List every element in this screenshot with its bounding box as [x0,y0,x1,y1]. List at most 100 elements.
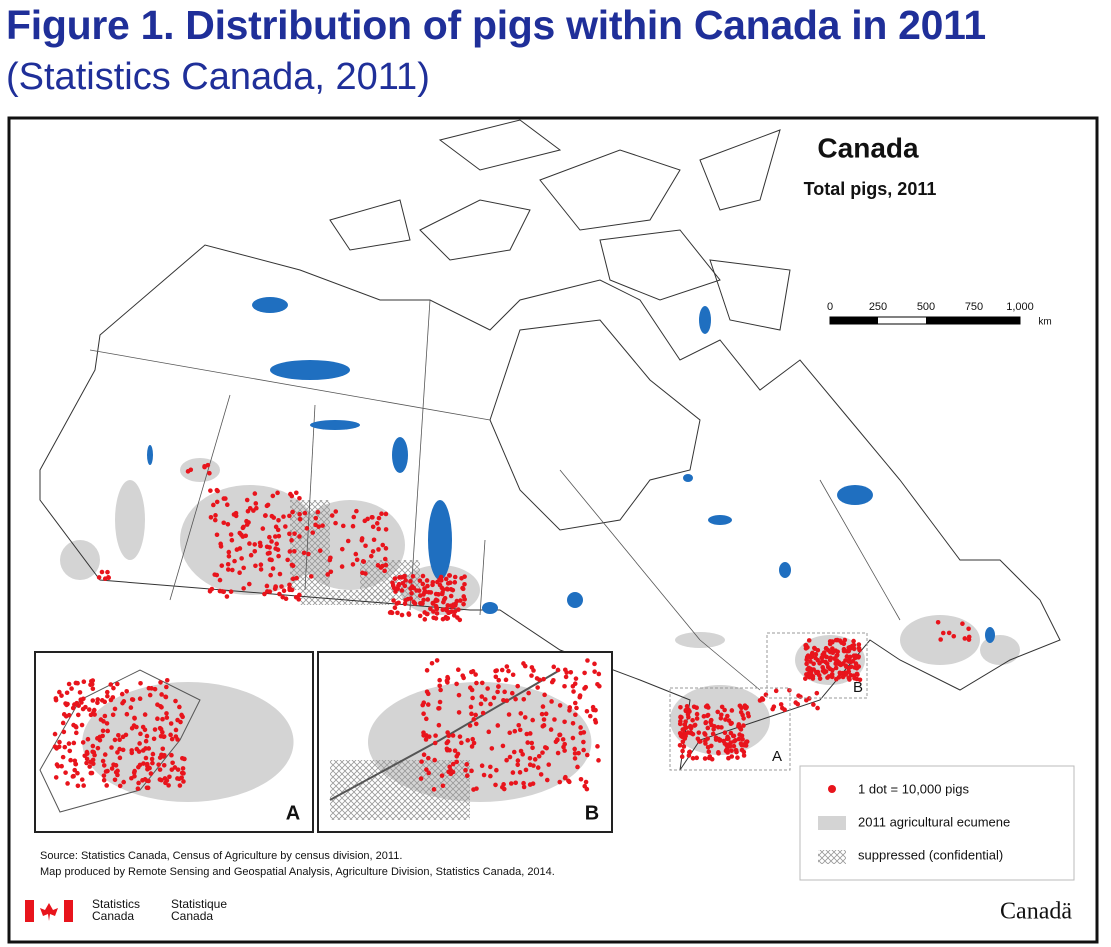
boundary-line [699,639,761,691]
pig-dot [351,514,357,520]
pig-dot [287,531,292,537]
pig-dot [430,582,435,588]
arctic-island [329,199,411,251]
pig-dot [217,588,223,594]
pig-dot [506,668,511,674]
lake [985,627,995,643]
pig-dot [279,584,284,589]
pig-dot [470,669,476,674]
pig-dot [65,781,70,786]
scale-label: 750 [965,301,983,313]
pig-dot [474,786,479,791]
pig-dot [434,611,440,616]
pig-dot [729,708,735,713]
pig-dot [809,654,814,660]
pig-dot [117,755,123,761]
pig-dot [465,738,471,743]
pig-dot [98,717,104,722]
pig-dot [542,692,547,698]
inset-label: B [585,802,599,824]
pig-dot [837,670,843,676]
pig-dot [179,775,184,780]
pig-dot [157,725,163,731]
pig-dot [72,767,78,773]
pig-dot [84,756,90,762]
scale-label: 1,000 [1006,301,1034,313]
pig-dot [117,783,123,789]
pig-dot [232,558,237,564]
pig-dot [234,547,240,552]
pig-dot [329,513,335,518]
pig-dot [418,600,423,606]
pig-dot [677,721,683,727]
pig-dot [440,607,446,613]
pig-dot [395,610,400,616]
pig-dot [504,757,509,763]
pig-dot [101,773,107,778]
pig-dot [728,730,734,736]
pig-dot [145,785,151,791]
pig-dot [440,783,446,789]
pig-dot [690,755,696,761]
pig-dot [530,745,535,751]
pig-dot [469,687,475,693]
pig-dot [61,712,67,717]
pig-dot [252,542,258,547]
pig-dot [541,717,547,722]
pig-dot [281,514,286,519]
pig-dot [462,597,467,602]
pig-dot [482,697,488,702]
pig-dot [59,693,64,698]
pig-dot [705,736,710,741]
pig-dot [741,753,747,758]
pig-dot [444,678,450,684]
pig-dot [54,746,59,751]
pig-dot [513,780,519,786]
agency-name: Statistics [92,897,140,911]
pig-dot [90,686,96,692]
pig-dot [679,754,685,760]
pig-dot [803,676,808,681]
pig-dot [843,664,849,669]
pig-dot [803,646,809,651]
pig-dot [684,703,690,709]
lake [699,306,711,334]
pig-dot [333,509,339,514]
pig-dot [549,679,555,685]
pig-dot [719,712,724,718]
pig-dot [437,677,442,683]
pig-dot [432,740,438,746]
pig-dot [212,517,218,523]
pig-dot [61,729,67,735]
pig-dot [141,761,146,766]
pig-dot [202,463,207,469]
pig-dot [829,674,835,679]
boundary-line [559,469,701,641]
pig-dot [595,744,600,749]
pig-dot [79,777,85,782]
legend-swatch [818,816,846,830]
pig-dot [425,597,431,602]
pig-dot [473,672,478,677]
pig-dot [221,589,227,595]
pig-dot [221,520,227,526]
pig-dot [173,727,179,733]
pig-dot [243,533,249,539]
pig-dot [570,735,576,741]
pig-dot [276,533,282,539]
pig-dot [224,502,230,508]
pig-dot [276,553,281,559]
pig-dot [577,694,583,700]
pig-dot [287,513,292,519]
pig-dot [682,722,688,728]
pig-dot [460,586,466,592]
pig-dot [71,740,77,746]
pig-dot [680,727,686,732]
lake [683,474,693,482]
boundary-line [304,404,316,591]
pig-dot [91,750,97,755]
lake [779,562,791,578]
pig-dot [463,767,468,773]
pig-dot [247,541,252,546]
pig-dot [75,712,81,718]
